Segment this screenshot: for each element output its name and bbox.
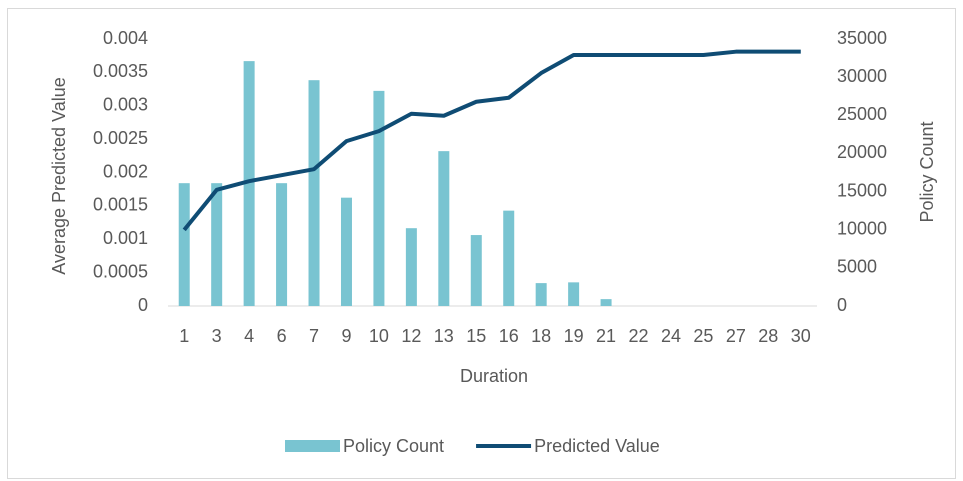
- x-tick-label: 3: [212, 326, 222, 346]
- y2-tick-label: 30000: [837, 66, 887, 86]
- x-tick-label: 25: [693, 326, 713, 346]
- bar: [405, 228, 417, 306]
- y2-axis-title: Policy Count: [917, 121, 937, 222]
- x-tick-label: 9: [341, 326, 351, 346]
- y2-tick-label: 25000: [837, 104, 887, 124]
- x-tick-label: 12: [401, 326, 421, 346]
- bar: [243, 61, 255, 306]
- x-tick-label: 4: [244, 326, 254, 346]
- x-tick-label: 13: [434, 326, 454, 346]
- y-tick-label: 0.0035: [93, 61, 148, 81]
- x-tick-label: 18: [531, 326, 551, 346]
- bar: [503, 210, 515, 306]
- y2-tick-label: 10000: [837, 218, 887, 238]
- bar: [568, 282, 580, 306]
- x-tick-label: 27: [726, 326, 746, 346]
- x-tick-label: 10: [369, 326, 389, 346]
- line: [182, 49, 801, 232]
- y-tick-label: 0.0005: [93, 261, 148, 281]
- bar: [308, 80, 320, 307]
- x-tick-label: 7: [309, 326, 319, 346]
- legend-label: Policy Count: [343, 436, 444, 456]
- bar: [535, 283, 547, 306]
- bar: [178, 183, 190, 306]
- bar: [600, 299, 612, 306]
- x-tick-label: 1: [179, 326, 189, 346]
- y-tick-label: 0: [138, 295, 148, 315]
- y2-tick-label: 15000: [837, 180, 887, 200]
- x-tick-label: 21: [596, 326, 616, 346]
- y2-tick-label: 5000: [837, 257, 877, 277]
- y-tick-label: 0.002: [103, 161, 148, 181]
- y-tick-label: 0.0025: [93, 128, 148, 148]
- y-tick-label: 0.0015: [93, 195, 148, 215]
- x-tick-label: 15: [466, 326, 486, 346]
- y-tick-label: 0.003: [103, 95, 148, 115]
- y-axis-title: Average Predicted Value: [49, 77, 69, 274]
- y-tick-label: 0.001: [103, 228, 148, 248]
- x-tick-label: 6: [277, 326, 287, 346]
- bar: [340, 197, 352, 306]
- x-tick-label: 19: [564, 326, 584, 346]
- x-axis-title: Duration: [460, 366, 528, 386]
- x-tick-label: 30: [791, 326, 811, 346]
- legend-label: Predicted Value: [534, 436, 660, 456]
- y-tick-label: 0.004: [103, 28, 148, 48]
- x-tick-label: 24: [661, 326, 681, 346]
- y2-tick-label: 20000: [837, 142, 887, 162]
- bar: [211, 183, 223, 306]
- x-tick-label: 22: [629, 326, 649, 346]
- bar: [470, 235, 482, 306]
- y2-tick-label: 0: [837, 295, 847, 315]
- x-tick-label: 16: [499, 326, 519, 346]
- x-tick-label: 28: [758, 326, 778, 346]
- bar: [373, 90, 385, 306]
- legend-swatch: [285, 440, 340, 452]
- bar: [438, 151, 450, 306]
- bar: [276, 183, 288, 306]
- y2-tick-label: 35000: [837, 28, 887, 48]
